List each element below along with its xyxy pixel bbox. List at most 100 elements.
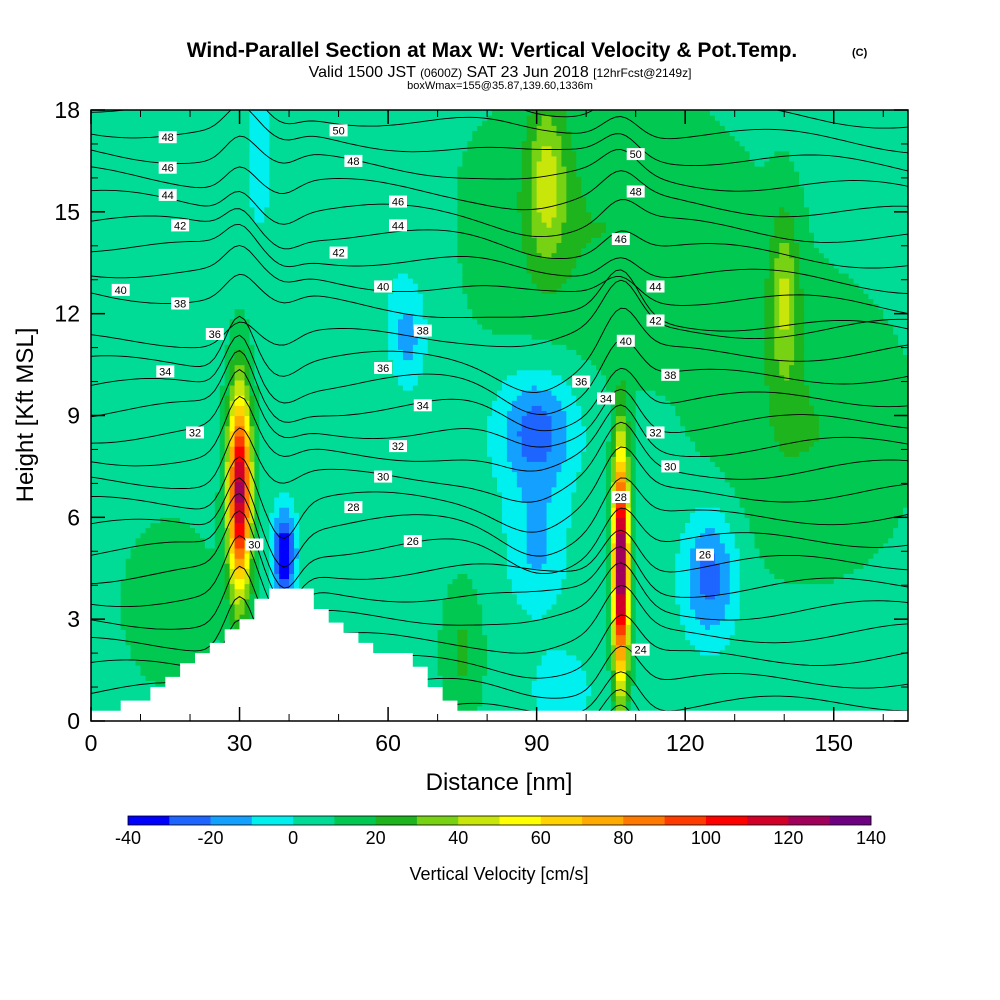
w-cell bbox=[804, 339, 899, 345]
contour-label-bg bbox=[631, 643, 650, 656]
w-cell bbox=[91, 425, 221, 432]
w-cell bbox=[566, 573, 607, 580]
w-cell bbox=[739, 583, 908, 590]
w-cell bbox=[739, 568, 770, 574]
w-cell bbox=[774, 262, 795, 269]
w-cell bbox=[531, 155, 543, 162]
w-cell bbox=[229, 558, 236, 564]
w-cell bbox=[635, 670, 908, 676]
w-cell bbox=[551, 252, 582, 259]
w-cell bbox=[586, 430, 612, 437]
w-cell bbox=[224, 578, 231, 585]
w-cell bbox=[610, 532, 617, 539]
w-cell bbox=[289, 507, 295, 513]
w-cell bbox=[521, 171, 533, 177]
w-cell bbox=[244, 598, 251, 605]
w-cell bbox=[130, 547, 226, 554]
w-cell bbox=[229, 573, 236, 580]
w-cell bbox=[388, 293, 424, 299]
w-cell bbox=[249, 191, 270, 198]
w-cell bbox=[412, 354, 424, 361]
w-cell bbox=[91, 247, 459, 254]
w-cell bbox=[497, 476, 518, 483]
w-cell bbox=[437, 644, 459, 651]
w-cell bbox=[769, 384, 810, 391]
w-cell bbox=[635, 502, 741, 508]
w-cell bbox=[625, 588, 632, 595]
w-cell bbox=[457, 664, 468, 671]
w-cell bbox=[506, 440, 523, 447]
w-cell bbox=[125, 634, 236, 641]
w-cell bbox=[244, 379, 251, 386]
w-cell bbox=[566, 186, 582, 193]
w-cell bbox=[561, 145, 572, 152]
w-cell bbox=[635, 654, 908, 661]
w-cell bbox=[576, 349, 766, 355]
w-cell bbox=[576, 171, 800, 177]
w-cell bbox=[294, 573, 300, 580]
w-cell bbox=[630, 680, 637, 686]
w-cell bbox=[274, 573, 280, 580]
w-cell bbox=[610, 629, 617, 636]
w-cell bbox=[442, 608, 483, 615]
w-cell bbox=[734, 532, 756, 539]
w-cell bbox=[898, 522, 908, 529]
w-cell bbox=[625, 517, 632, 524]
w-cell bbox=[249, 120, 270, 126]
w-cell bbox=[254, 583, 260, 590]
w-cell bbox=[249, 150, 270, 157]
w-cell bbox=[506, 410, 528, 417]
w-cell bbox=[91, 110, 251, 116]
w-cell bbox=[541, 120, 553, 126]
colorbar-swatch bbox=[705, 816, 748, 825]
w-cell bbox=[135, 659, 206, 666]
w-cell bbox=[289, 583, 295, 590]
w-cell bbox=[774, 216, 795, 223]
w-cell bbox=[457, 634, 468, 641]
w-cell bbox=[729, 639, 908, 646]
w-cell bbox=[680, 420, 770, 427]
w-cell bbox=[709, 624, 736, 630]
contour-label: 30 bbox=[377, 472, 389, 484]
w-cell bbox=[615, 563, 627, 569]
w-cell bbox=[91, 456, 221, 462]
w-cell bbox=[417, 374, 508, 381]
w-cell bbox=[244, 384, 251, 391]
w-cell bbox=[615, 466, 627, 473]
w-cell bbox=[467, 145, 523, 152]
contour-label: 48 bbox=[347, 156, 359, 168]
w-cell bbox=[630, 568, 637, 574]
w-cell bbox=[551, 446, 567, 452]
w-cell bbox=[239, 614, 251, 620]
w-cell bbox=[635, 649, 701, 656]
w-cell bbox=[249, 588, 255, 595]
w-cell bbox=[546, 552, 567, 559]
w-cell bbox=[804, 196, 908, 203]
w-cell bbox=[739, 140, 908, 147]
w-cell bbox=[219, 446, 226, 452]
w-cell bbox=[289, 522, 295, 529]
w-cell bbox=[804, 191, 908, 198]
contour-label-bg bbox=[389, 219, 407, 232]
w-cell bbox=[610, 583, 617, 590]
w-cell bbox=[625, 400, 637, 406]
w-cell bbox=[774, 283, 780, 289]
w-cell bbox=[145, 527, 196, 534]
w-cell bbox=[214, 527, 226, 534]
w-cell bbox=[91, 201, 251, 208]
w-cell bbox=[690, 512, 726, 518]
w-cell bbox=[91, 481, 221, 488]
w-cell bbox=[605, 542, 612, 549]
w-cell bbox=[625, 654, 632, 661]
w-cell bbox=[546, 517, 572, 524]
contour-label-bg bbox=[413, 324, 432, 337]
w-cell bbox=[774, 293, 780, 299]
w-cell bbox=[91, 283, 394, 289]
w-cell bbox=[477, 593, 518, 600]
w-cell bbox=[511, 466, 562, 473]
w-cell bbox=[808, 395, 908, 401]
w-cell bbox=[254, 481, 260, 488]
w-cell bbox=[467, 639, 488, 646]
colorbar: -40 -20 0 20 40 60 80 100 120 140 bbox=[115, 815, 886, 848]
contour-label-bg bbox=[389, 440, 407, 453]
